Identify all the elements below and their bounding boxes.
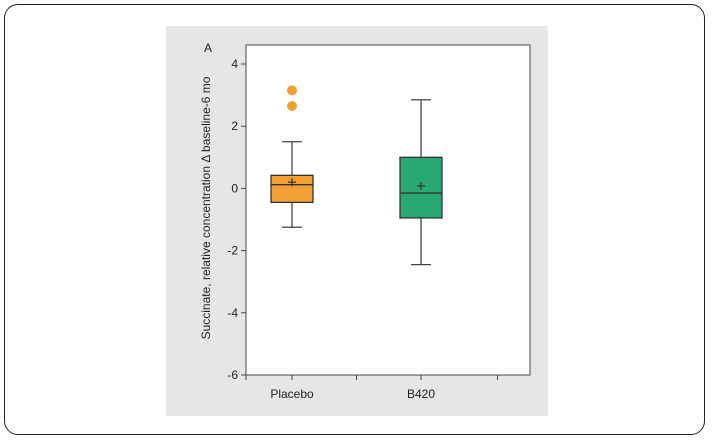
y-tick-label: 2 [231,119,238,133]
plot-area [245,44,531,376]
x-tick-label-placebo: Placebo [270,387,314,401]
y-tick-label: 0 [231,181,238,195]
y-tick-label: -6 [227,368,238,382]
placebo-outlier-point [287,85,297,96]
x-tick-label-b420: B420 [407,387,435,401]
y-tick-label: 4 [231,57,238,71]
y-axis-title: Succinate, relative concentration Δ base… [199,76,213,339]
y-tick-label: -4 [227,306,238,320]
panel-label: A [204,41,212,55]
y-tick-label: -2 [227,244,238,258]
placebo-outlier-point [287,100,297,111]
